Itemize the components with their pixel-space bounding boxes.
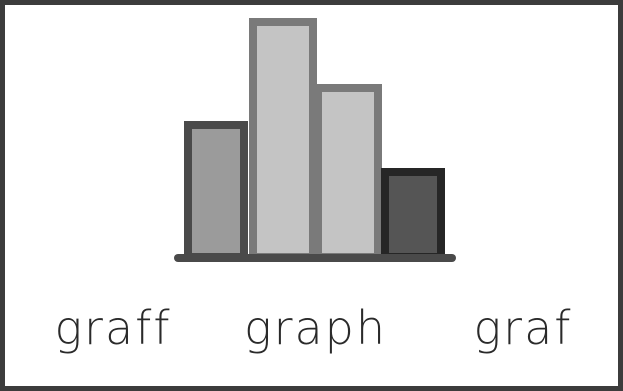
bar-3 bbox=[314, 84, 382, 261]
bar-4 bbox=[381, 168, 445, 261]
bar-2 bbox=[249, 18, 317, 261]
word-option-1[interactable]: graff bbox=[54, 301, 172, 355]
bar-1 bbox=[184, 121, 248, 261]
word-option-3[interactable]: graf bbox=[473, 301, 573, 355]
word-option-2[interactable]: graph bbox=[243, 301, 388, 355]
